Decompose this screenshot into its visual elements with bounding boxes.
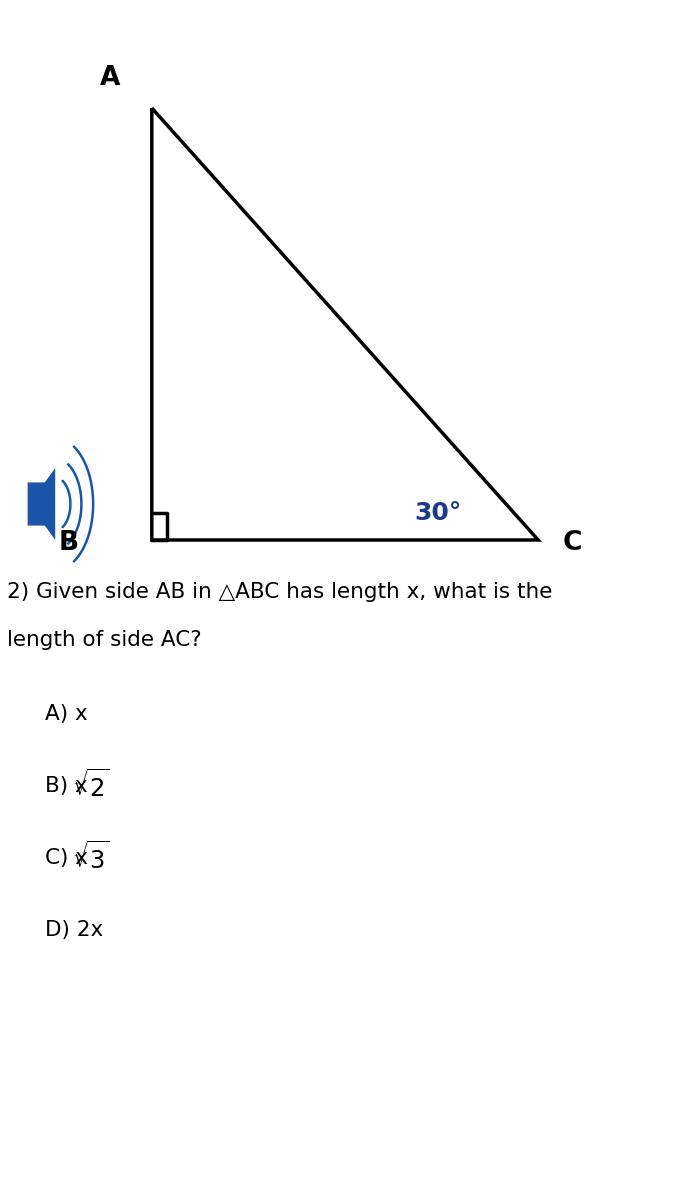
Polygon shape bbox=[28, 468, 55, 540]
Text: $\sqrt{3}$: $\sqrt{3}$ bbox=[72, 841, 110, 875]
Text: B: B bbox=[59, 530, 79, 556]
Text: $\sqrt{2}$: $\sqrt{2}$ bbox=[72, 769, 110, 803]
Text: C: C bbox=[563, 530, 582, 556]
Text: 2) Given side AB in △ABC has length x, what is the: 2) Given side AB in △ABC has length x, w… bbox=[7, 582, 552, 602]
Text: B) x: B) x bbox=[45, 776, 95, 796]
Text: D) 2x: D) 2x bbox=[45, 920, 103, 940]
Text: A) x: A) x bbox=[45, 704, 88, 724]
Text: A: A bbox=[100, 65, 121, 91]
Text: length of side AC?: length of side AC? bbox=[7, 630, 201, 650]
Text: C) x: C) x bbox=[45, 848, 95, 868]
Text: 30°: 30° bbox=[415, 502, 462, 526]
